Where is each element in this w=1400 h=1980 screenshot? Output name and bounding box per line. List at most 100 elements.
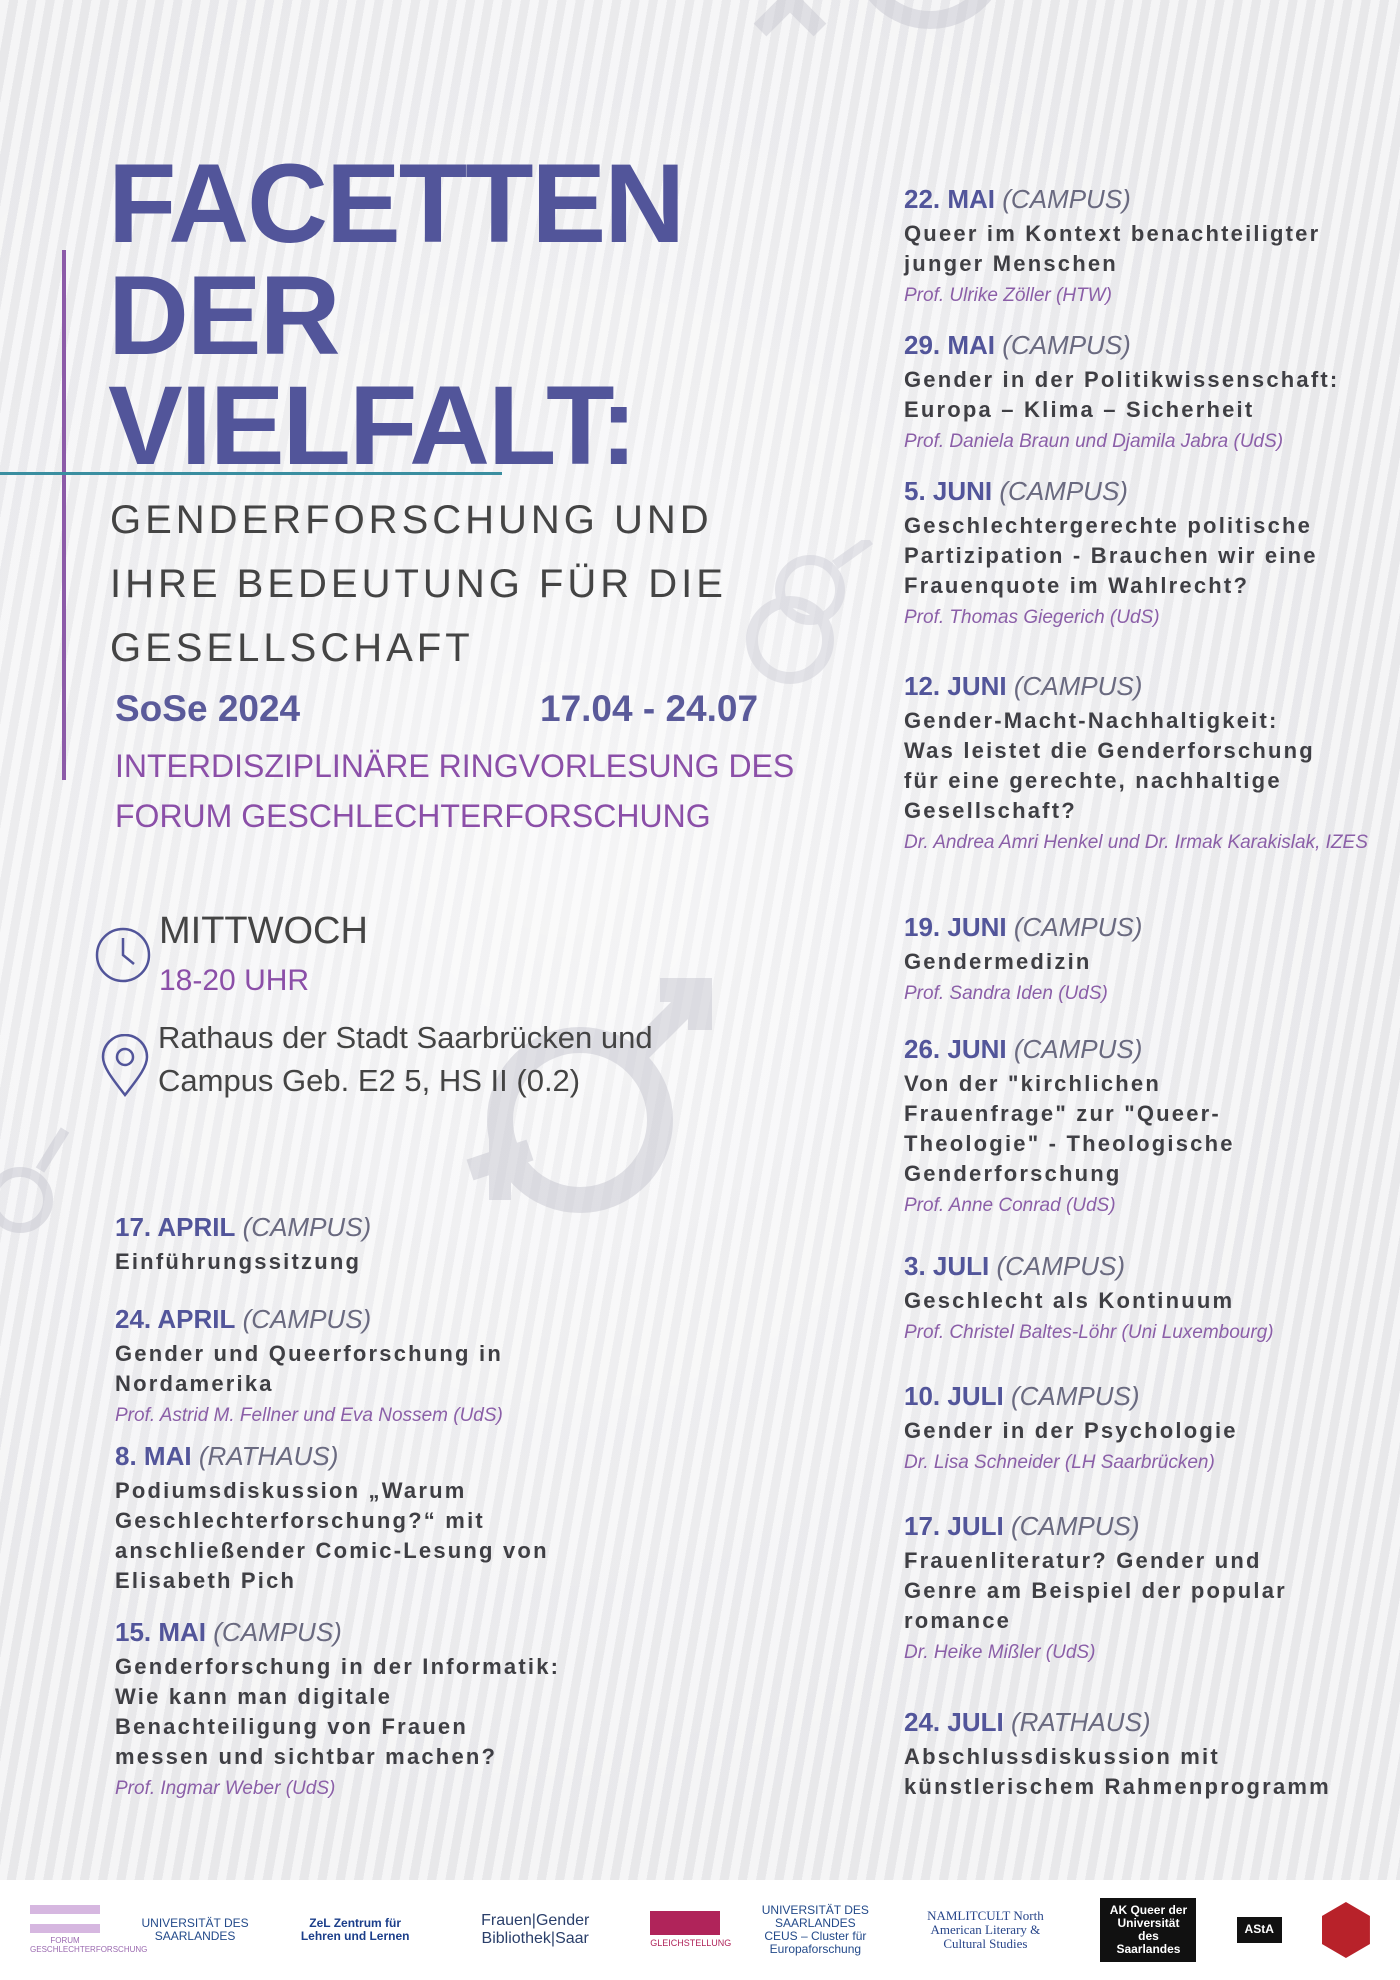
event-item: 5. JUNI (CAMPUS) Geschlechtergerechte pol… bbox=[904, 474, 1384, 633]
event-date-line: 29. MAI (CAMPUS) bbox=[904, 328, 1384, 362]
event-speaker: Prof. Christel Baltes-Löhr (Uni Luxembou… bbox=[904, 1322, 1274, 1343]
page-title-line: DER bbox=[108, 253, 340, 378]
event-date: 15. MAI bbox=[115, 1617, 207, 1647]
event-title: Geschlecht als Kontinuum bbox=[904, 1286, 1384, 1316]
subtitle-line: IHRE BEDEUTUNG FÜR DIE bbox=[110, 562, 727, 606]
series-line: FORUM GESCHLECHTERFORSCHUNG bbox=[115, 798, 711, 834]
event-title-line: anschließender Comic-Lesung von bbox=[115, 1538, 549, 1563]
gender-symbol-icon bbox=[753, 0, 992, 37]
frauen-gender-bibliothek-logo: Frauen|Gender Bibliothek|Saar bbox=[481, 1912, 590, 1947]
event-title-line: Benachteiligung von Frauen bbox=[115, 1714, 469, 1739]
event-date-line: 17. JULI (CAMPUS) bbox=[904, 1509, 1384, 1543]
event-date-line: 24. APRIL (CAMPUS) bbox=[115, 1302, 595, 1336]
event-item: 17. JULI (CAMPUS) Frauenliteratur? Gender… bbox=[904, 1509, 1384, 1668]
event-title-line: Von der "kirchlichen bbox=[904, 1071, 1161, 1096]
forum-geschlechterforschung-logo: FORUM GESCHLECHTERFORSCHUNG bbox=[30, 1905, 147, 1955]
event-date-line: 26. JUNI (CAMPUS) bbox=[904, 1032, 1384, 1066]
event-place: (RATHAUS) bbox=[198, 1441, 339, 1471]
background-glow bbox=[0, 0, 1400, 1880]
event-date: 29. MAI bbox=[904, 330, 996, 360]
event-title-line: Gendermedizin bbox=[904, 949, 1092, 974]
event-item: 24. APRIL (CAMPUS) Gender und Queerforsch… bbox=[115, 1302, 595, 1431]
subtitle-line: GENDERFORSCHUNG UND bbox=[110, 498, 713, 542]
ceus-logo: UNIVERSITÄT DES SAARLANDES CEUS – Cluste… bbox=[761, 1902, 869, 1957]
event-title: Frauenliteratur? Gender und Genre am Beis… bbox=[904, 1546, 1384, 1636]
event-title-line: Genre am Beispiel der popular bbox=[904, 1578, 1287, 1603]
event-title-line: Podiumsdiskussion „Warum bbox=[115, 1478, 467, 1503]
event-place: (CAMPUS) bbox=[1002, 184, 1131, 214]
horizontal-accent-line bbox=[0, 472, 502, 475]
event-speaker: Prof. Ingmar Weber (UdS) bbox=[115, 1778, 336, 1799]
clock-icon bbox=[95, 927, 151, 983]
event-title-line: Wie kann man digitale bbox=[115, 1684, 393, 1709]
event-place: (CAMPUS) bbox=[1010, 1381, 1140, 1411]
event-speaker: Dr. Lisa Schneider (LH Saarbrücken) bbox=[904, 1452, 1215, 1473]
event-title-line: Was leistet die Genderforschung bbox=[904, 738, 1315, 763]
event-date: 24. APRIL bbox=[115, 1304, 236, 1334]
ak-queer-logo: AK Queer der Universität des Saarlandes bbox=[1100, 1897, 1197, 1963]
event-date-line: 3. JULI (CAMPUS) bbox=[904, 1249, 1384, 1283]
event-title: Von der "kirchlichen Frauenfrage" zur "Qu… bbox=[904, 1069, 1384, 1189]
event-date: 8. MAI bbox=[115, 1441, 192, 1471]
event-item: 15. MAI (CAMPUS) Genderforschung in der I… bbox=[115, 1615, 595, 1804]
asta-logo: AStA bbox=[1236, 1917, 1282, 1943]
event-title-line: Abschlussdiskussion mit bbox=[904, 1744, 1220, 1769]
event-date-line: 19. JUNI (CAMPUS) bbox=[904, 910, 1384, 944]
event-title: Queer im Kontext benachteiligter junger M… bbox=[904, 219, 1384, 279]
event-title-line: künstlerischem Rahmenprogramm bbox=[904, 1774, 1331, 1799]
event-date-line: 12. JUNI (CAMPUS) bbox=[904, 669, 1384, 703]
event-title-line: Frauenquote im Wahlrecht? bbox=[904, 573, 1250, 598]
event-title: Gender und Queerforschung in Nordamerika bbox=[115, 1339, 595, 1399]
location-line: Campus Geb. E2 5, HS II (0.2) bbox=[158, 1063, 581, 1098]
event-title-line: Nordamerika bbox=[115, 1371, 274, 1396]
event-title-line: Elisabeth Pich bbox=[115, 1568, 297, 1593]
event-place: (CAMPUS) bbox=[1002, 330, 1131, 360]
gender-symbol-icon bbox=[0, 1127, 70, 1233]
event-title: Einführungssitzung bbox=[115, 1247, 595, 1277]
event-place: (CAMPUS) bbox=[242, 1212, 372, 1242]
event-date: 17. JULI bbox=[904, 1511, 1004, 1541]
event-title-line: Einführungssitzung bbox=[115, 1249, 362, 1274]
event-date: 10. JULI bbox=[904, 1381, 1004, 1411]
event-place: (CAMPUS) bbox=[1013, 671, 1143, 701]
event-title: Geschlechtergerechte politische Partizipa… bbox=[904, 511, 1384, 601]
logo-footer: FORUM GESCHLECHTERFORSCHUNG UNIVERSITÄT D… bbox=[0, 1880, 1400, 1980]
page-title-line: VIELFALT: bbox=[108, 363, 637, 488]
event-title-line: Gender und Queerforschung in bbox=[115, 1341, 503, 1366]
event-title-line: Gender in der Psychologie bbox=[904, 1418, 1238, 1443]
event-date: 12. JUNI bbox=[904, 671, 1007, 701]
series-line: INTERDISZIPLINÄRE RINGVORLESUNG DES bbox=[115, 748, 795, 784]
event-item: 8. MAI (RATHAUS) Podiumsdiskussion „Warum… bbox=[115, 1439, 595, 1596]
gleichstellung-logo: GLEICHSTELLUNG bbox=[650, 1911, 731, 1949]
event-title: Genderforschung in der Informatik: Wie ka… bbox=[115, 1652, 595, 1772]
time: 18-20 UHR bbox=[159, 964, 310, 997]
vertical-accent-line bbox=[62, 250, 66, 780]
event-speaker: Prof. Daniela Braun und Djamila Jabra (U… bbox=[904, 431, 1284, 452]
event-date: 17. APRIL bbox=[115, 1212, 236, 1242]
event-speaker: Prof. Anne Conrad (UdS) bbox=[904, 1195, 1116, 1216]
event-item: 19. JUNI (CAMPUS) Gendermedizin Prof. Sand… bbox=[904, 910, 1384, 1009]
event-title-line: Frauenfrage" zur "Queer- bbox=[904, 1101, 1221, 1126]
event-title-line: Frauenliteratur? Gender und bbox=[904, 1548, 1262, 1573]
event-date-line: 24. JULI (RATHAUS) bbox=[904, 1705, 1384, 1739]
event-item: 24. JULI (RATHAUS) Abschlussdiskussion mi… bbox=[904, 1705, 1384, 1802]
event-item: 3. JULI (CAMPUS) Geschlecht als Kontinuum… bbox=[904, 1249, 1384, 1348]
event-date: 5. JUNI bbox=[904, 476, 993, 506]
event-title: Gender in der Politikwissenschaft: Europa… bbox=[904, 365, 1384, 425]
weekday: MITTWOCH bbox=[159, 910, 368, 952]
event-date: 3. JULI bbox=[904, 1251, 990, 1281]
event-title-line: Gender-Macht-Nachhaltigkeit: bbox=[904, 708, 1279, 733]
event-place: (CAMPUS) bbox=[999, 476, 1128, 506]
event-date-line: 10. JULI (CAMPUS) bbox=[904, 1379, 1384, 1413]
map-pin-icon bbox=[101, 1034, 149, 1098]
event-date: 24. JULI bbox=[904, 1707, 1004, 1737]
subtitle-line: GESELLSCHAFT bbox=[110, 626, 474, 670]
event-date-line: 17. APRIL (CAMPUS) bbox=[115, 1210, 595, 1244]
universitaet-des-saarlandes-logo: UNIVERSITÄT DES SAARLANDES bbox=[141, 1915, 249, 1943]
event-date-line: 5. JUNI (CAMPUS) bbox=[904, 474, 1384, 508]
event-speaker: Dr. Heike Mißler (UdS) bbox=[904, 1642, 1096, 1663]
event-title-line: Geschlecht als Kontinuum bbox=[904, 1288, 1235, 1313]
event-title-line: Gender in der Politikwissenschaft: bbox=[904, 367, 1340, 392]
event-place: (CAMPUS) bbox=[1013, 1034, 1143, 1064]
event-title-line: Theologie" - Theologische bbox=[904, 1131, 1235, 1156]
